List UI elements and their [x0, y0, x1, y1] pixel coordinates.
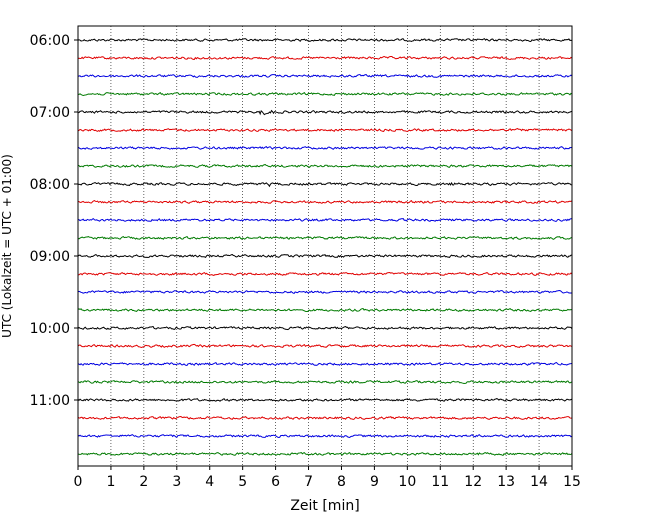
trace-line: [77, 290, 573, 295]
x-tick-label: 8: [337, 474, 346, 490]
trace-line: [77, 164, 573, 168]
x-tick-label: 1: [106, 474, 115, 490]
trace-line: [77, 235, 573, 240]
x-tick-label: 13: [497, 474, 515, 490]
y-axis-label: UTC (Lokalzeit = UTC + 01:00): [0, 154, 14, 338]
grid-layer: [110, 26, 540, 466]
trace-line: [77, 146, 573, 150]
trace-line: [77, 56, 573, 61]
trace-line: [77, 326, 573, 331]
trace-line: [77, 128, 573, 133]
trace-line: [77, 254, 573, 258]
x-tick-label: 14: [530, 474, 548, 490]
tick-layer: 0 1 2 3 4 5 6 7 8 9 10 11 12 13 14 1506:0007:0008:0009:…: [30, 33, 581, 490]
y-tick-label: 06:00: [30, 33, 70, 49]
trace-line: [77, 343, 573, 349]
plot-frame: [77, 25, 573, 467]
trace-line: [77, 398, 573, 402]
trace-line: [77, 308, 573, 313]
x-tick-label: 10: [398, 474, 416, 490]
x-tick-label: 5: [238, 474, 247, 490]
trace-line: [77, 73, 573, 78]
x-tick-label: 12: [464, 474, 482, 490]
x-axis-label: Zeit [min]: [290, 498, 359, 514]
trace-line: [77, 434, 573, 438]
trace-line: [77, 38, 573, 43]
trace-line: [77, 200, 573, 204]
x-tick-label: 15: [563, 474, 581, 490]
trace-line: [77, 218, 573, 222]
y-tick-label: 08:00: [30, 177, 70, 193]
x-tick-label: 4: [205, 474, 214, 490]
y-tick-label: 11:00: [30, 393, 70, 409]
trace-line: [77, 380, 573, 384]
x-tick-label: 0: [74, 474, 83, 490]
x-tick-label: 11: [431, 474, 449, 490]
x-tick-label: 6: [271, 474, 280, 490]
trace-line: [77, 451, 573, 456]
trace-line: [77, 92, 573, 96]
trace-line: [77, 416, 573, 420]
x-tick-label: 3: [172, 474, 181, 490]
trace-line: [77, 181, 573, 188]
trace-line: [77, 361, 573, 366]
x-tick-label: 2: [139, 474, 148, 490]
x-tick-label: 9: [370, 474, 379, 490]
trace-layer: [77, 38, 573, 456]
x-tick-label: 7: [304, 474, 313, 490]
y-tick-label: 10:00: [30, 321, 70, 337]
trace-line: [77, 272, 573, 276]
y-tick-label: 09:00: [30, 249, 70, 265]
y-tick-label: 07:00: [30, 105, 70, 121]
trace-line: [77, 109, 573, 116]
